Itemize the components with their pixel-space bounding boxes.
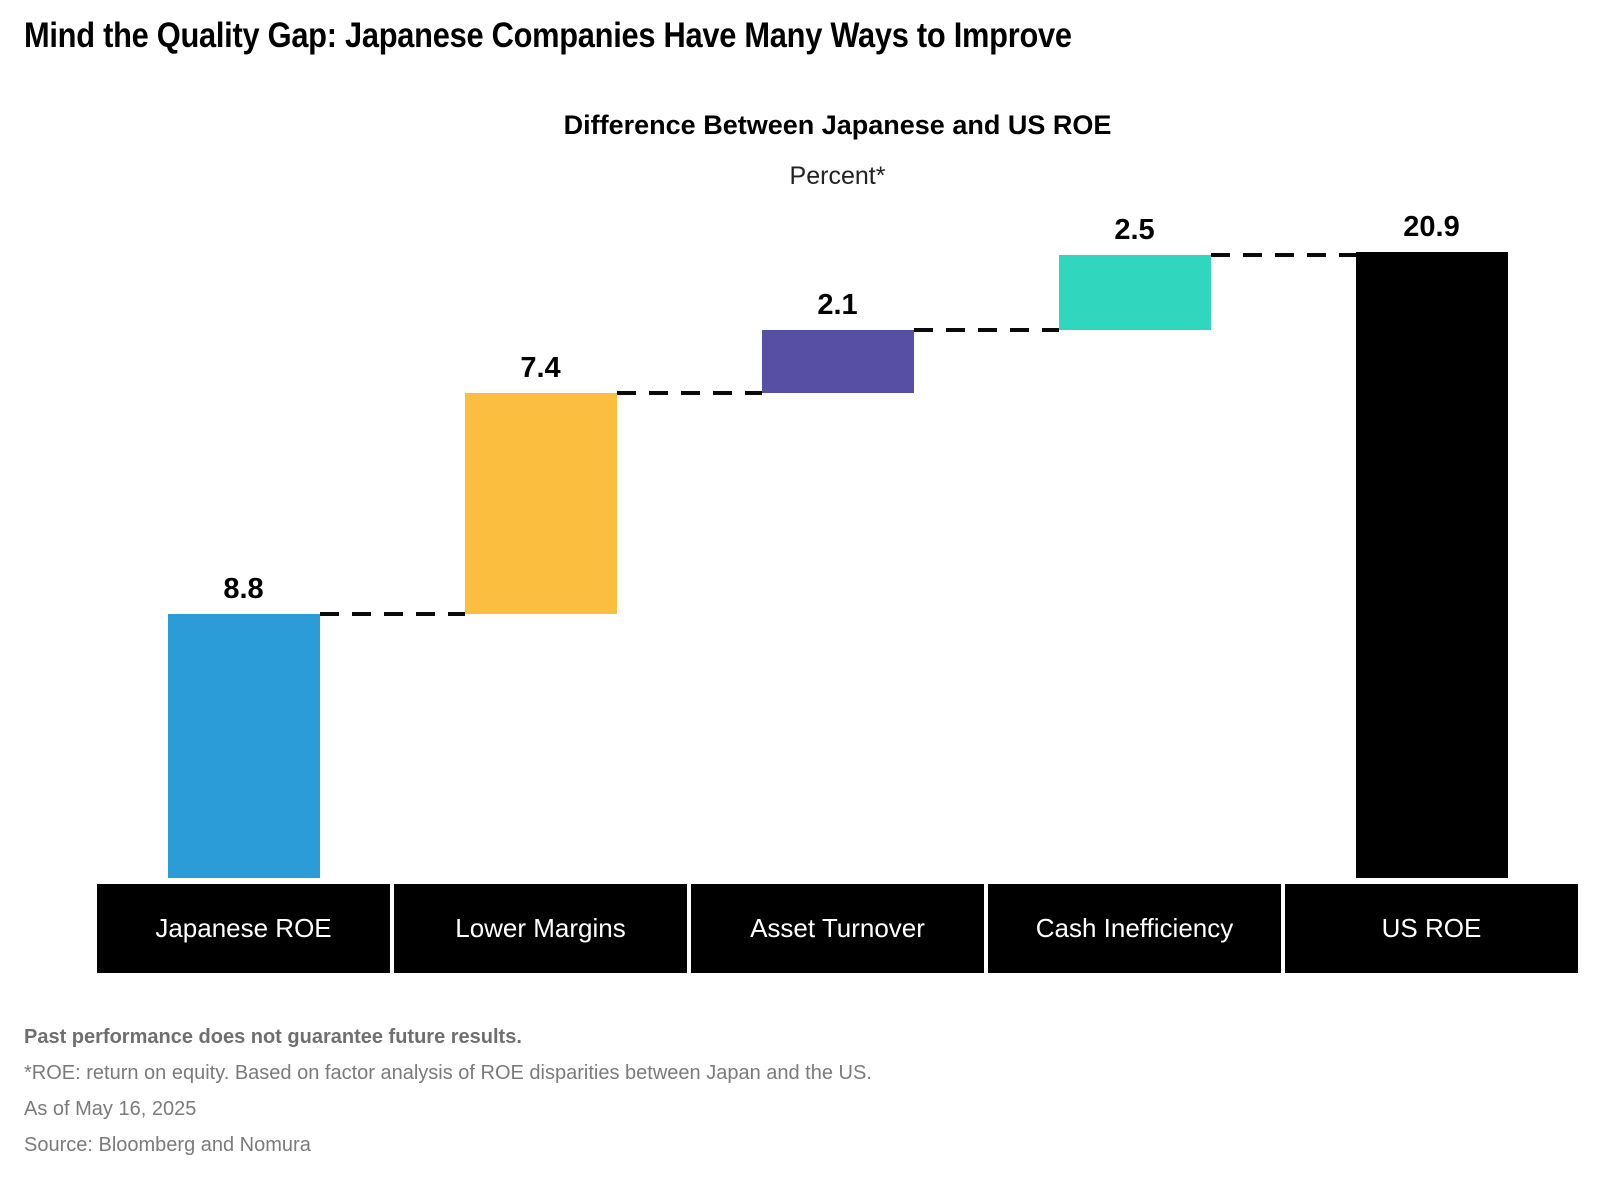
x-axis-category-cash-inefficiency: Cash Inefficiency <box>988 884 1281 973</box>
x-axis-category-label: Asset Turnover <box>750 913 925 943</box>
bar-value-label-japanese-roe: 8.8 <box>223 573 264 606</box>
x-axis-category-label: Lower Margins <box>455 913 626 943</box>
chart-subtitle: Percent* <box>789 162 886 190</box>
waterfall-bar-us-roe <box>1355 252 1508 878</box>
footnote-as-of-date: As of May 16, 2025 <box>24 1098 197 1120</box>
bar-value-label-us-roe: 20.9 <box>1403 211 1460 244</box>
x-axis-category-lower-margins: Lower Margins <box>394 884 687 973</box>
waterfall-bar-lower-margins <box>464 392 617 615</box>
waterfall-connector <box>319 612 465 617</box>
footnote-disclaimer: Past performance does not guarantee futu… <box>24 1026 522 1048</box>
footnotes: Past performance does not guarantee futu… <box>24 1026 872 1170</box>
waterfall-connector <box>616 390 762 395</box>
waterfall-bar-japanese-roe <box>167 614 320 878</box>
waterfall-bar-asset-turnover <box>761 329 914 393</box>
x-axis-category-us-roe: US ROE <box>1285 884 1578 973</box>
bar-value-label-cash-inefficiency: 2.5 <box>1114 214 1155 247</box>
waterfall-connector <box>913 327 1059 332</box>
x-axis-category-asset-turnover: Asset Turnover <box>691 884 984 973</box>
chart-title: Difference Between Japanese and US ROE <box>563 110 1112 140</box>
x-axis-category-label: Cash Inefficiency <box>1035 913 1234 943</box>
x-axis-category-label: US ROE <box>1381 913 1482 943</box>
waterfall-bar-cash-inefficiency <box>1058 255 1211 330</box>
x-axis: Japanese ROE Lower Margins Asset Turnover C… <box>97 884 1578 973</box>
footnote-roe-definition: *ROE: return on equity. Based on factor … <box>24 1062 872 1084</box>
page-title: Mind the Quality Gap: Japanese Companies… <box>24 16 1072 55</box>
bar-value-label-lower-margins: 7.4 <box>520 351 561 384</box>
waterfall-connector <box>1210 253 1356 258</box>
footnote-source: Source: Bloomberg and Nomura <box>24 1134 311 1156</box>
bar-value-label-asset-turnover: 2.1 <box>817 288 858 321</box>
x-axis-category-label: Japanese ROE <box>155 913 332 943</box>
x-axis-category-japanese-roe: Japanese ROE <box>97 884 390 973</box>
